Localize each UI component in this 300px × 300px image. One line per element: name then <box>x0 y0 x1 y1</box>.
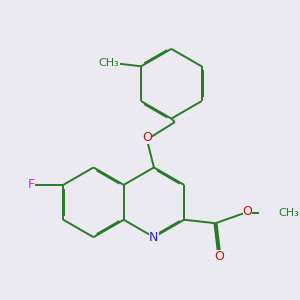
Text: O: O <box>142 131 152 144</box>
Text: O: O <box>214 250 224 263</box>
Text: O: O <box>242 205 252 218</box>
Text: CH₃: CH₃ <box>278 208 299 218</box>
Text: CH₃: CH₃ <box>99 58 119 68</box>
Text: N: N <box>149 231 159 244</box>
Text: F: F <box>28 178 35 191</box>
